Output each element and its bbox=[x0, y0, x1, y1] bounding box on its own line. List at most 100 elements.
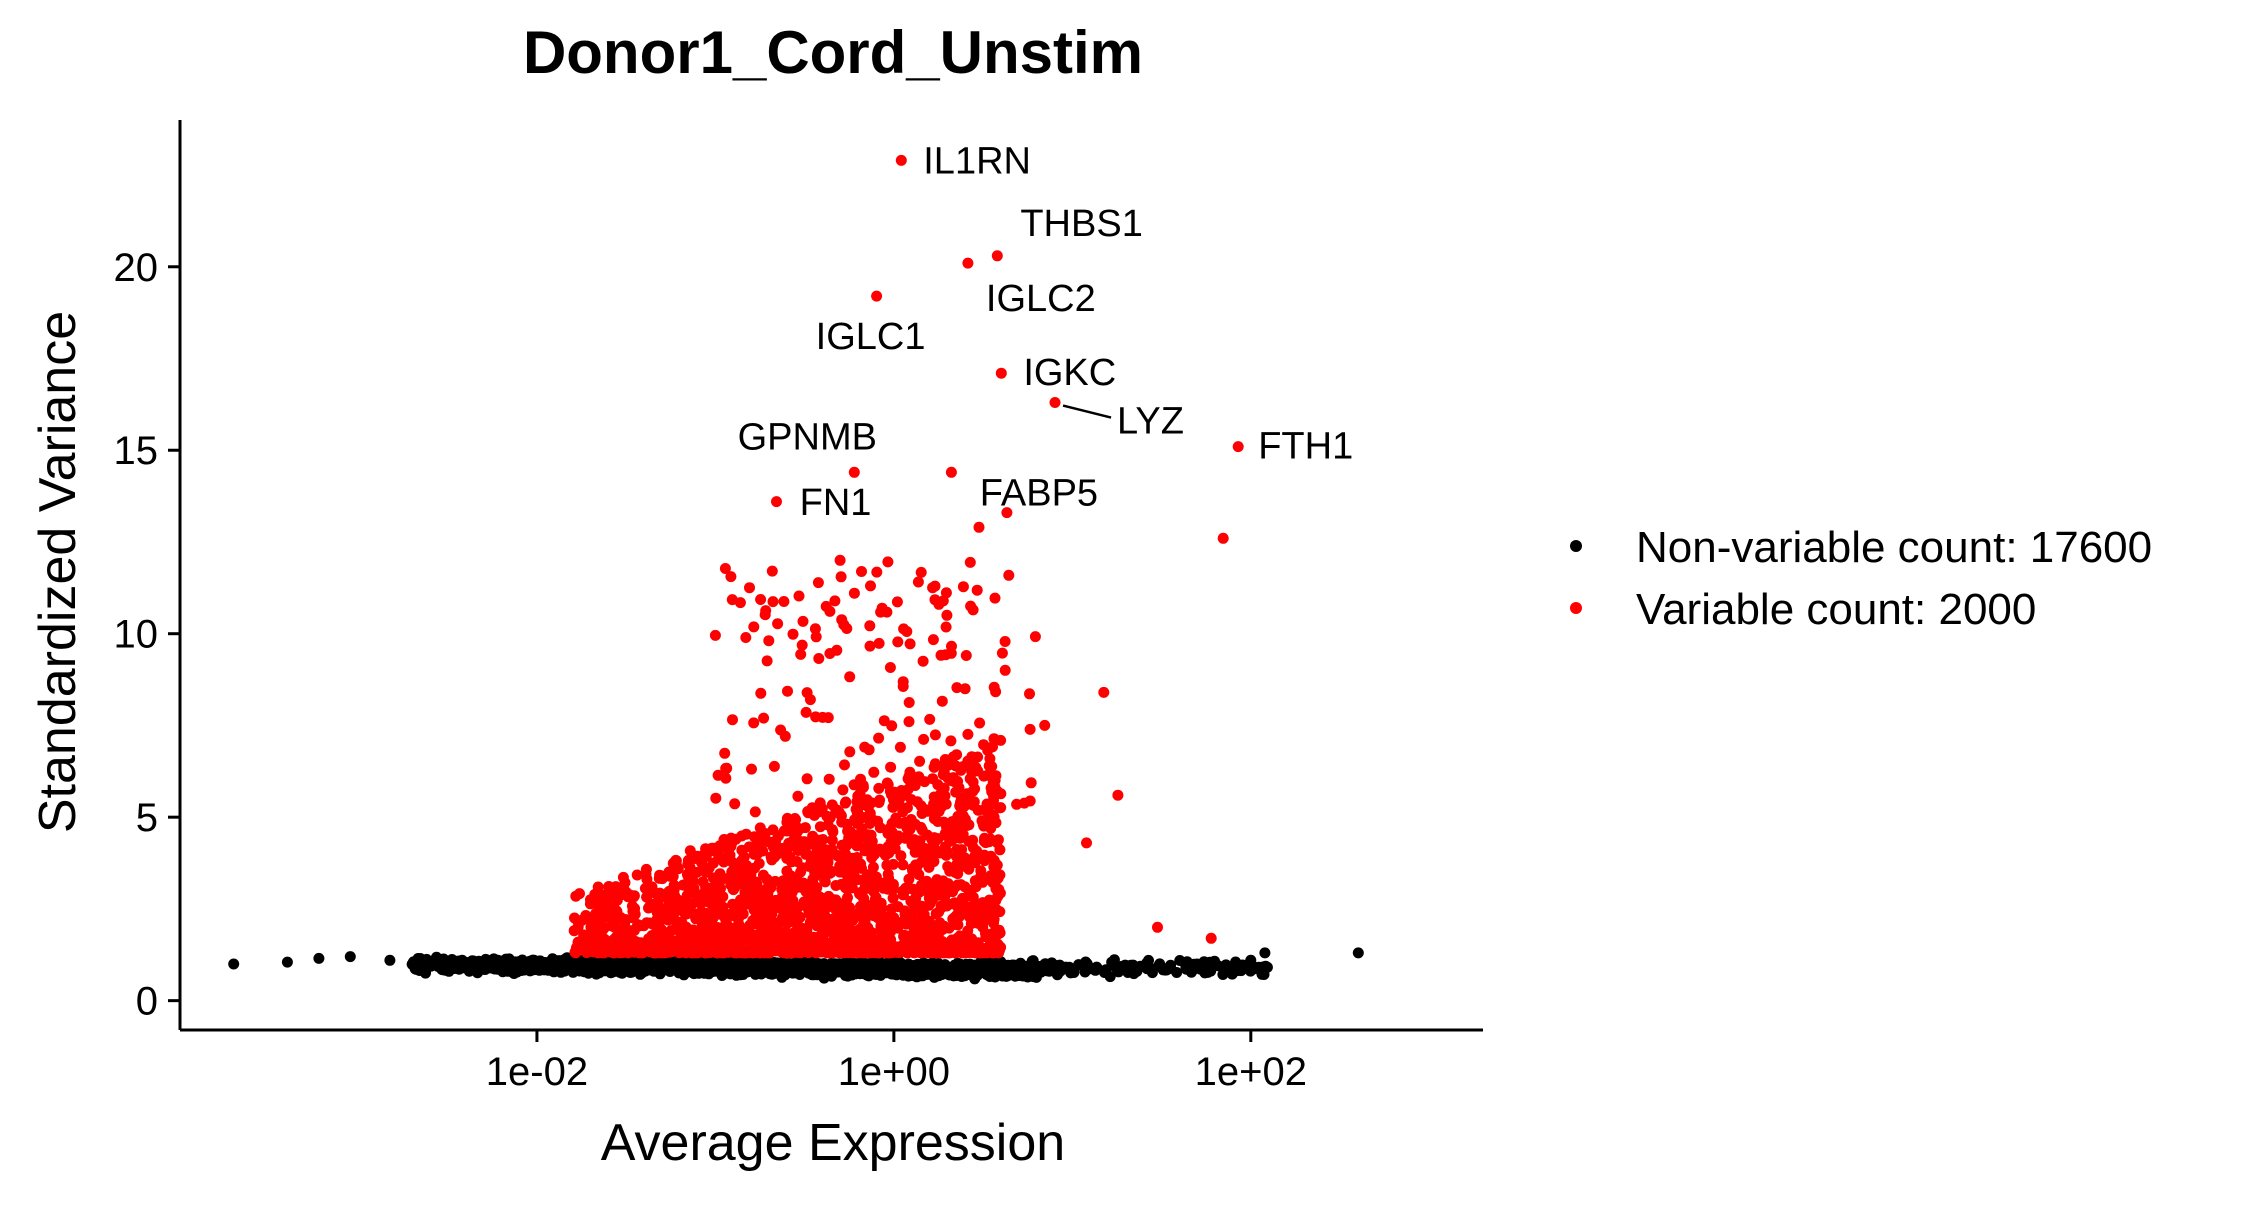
point-variable bbox=[931, 880, 943, 892]
point-variable bbox=[809, 623, 821, 635]
point-variable bbox=[848, 466, 860, 478]
point-nonvariable bbox=[824, 967, 835, 979]
point-variable bbox=[887, 794, 899, 806]
point-variable bbox=[844, 671, 856, 683]
point-variable bbox=[968, 799, 979, 811]
point-variable bbox=[727, 714, 738, 726]
point-variable bbox=[1003, 569, 1015, 581]
point-nonvariable bbox=[812, 959, 824, 971]
point-variable bbox=[947, 913, 959, 925]
point-variable bbox=[921, 946, 933, 958]
point-variable bbox=[726, 594, 738, 606]
point-variable bbox=[913, 771, 925, 783]
point-variable bbox=[823, 773, 835, 785]
point-variable bbox=[884, 947, 896, 959]
point-variable bbox=[743, 841, 755, 853]
point-variable bbox=[926, 937, 938, 949]
point-nonvariable bbox=[1154, 958, 1166, 970]
point-variable bbox=[1024, 795, 1036, 807]
point-variable bbox=[906, 920, 918, 931]
point-variable bbox=[662, 901, 674, 913]
point-variable bbox=[930, 908, 942, 920]
point-variable bbox=[917, 912, 929, 924]
point-nonvariable bbox=[1015, 962, 1027, 973]
point-variable bbox=[644, 901, 656, 912]
point-variable bbox=[574, 888, 585, 900]
point-variable bbox=[951, 844, 963, 855]
point-variable bbox=[710, 881, 722, 893]
point-variable bbox=[978, 770, 990, 782]
point-variable bbox=[645, 886, 657, 898]
point-variable bbox=[1024, 688, 1035, 700]
point-variable bbox=[876, 902, 888, 914]
point-variable bbox=[720, 841, 732, 853]
point-nonvariable bbox=[912, 964, 924, 976]
point-variable bbox=[926, 926, 938, 938]
point-nonvariable bbox=[795, 964, 807, 975]
point-variable bbox=[999, 664, 1011, 676]
point-nonvariable bbox=[503, 960, 515, 972]
point-variable bbox=[976, 943, 988, 955]
point-variable bbox=[895, 850, 907, 862]
point-variable bbox=[999, 636, 1011, 647]
point-variable bbox=[993, 802, 1005, 814]
point-nonvariable bbox=[753, 959, 765, 971]
point-variable bbox=[881, 859, 893, 871]
point-variable bbox=[894, 741, 906, 753]
point-variable bbox=[726, 875, 738, 887]
point-variable bbox=[873, 637, 885, 649]
point-variable bbox=[709, 629, 721, 641]
point-variable bbox=[962, 257, 974, 269]
point-nonvariable bbox=[688, 964, 700, 976]
point-variable bbox=[695, 914, 707, 926]
point-variable bbox=[982, 812, 994, 824]
point-variable bbox=[813, 653, 825, 664]
point-nonvariable bbox=[786, 962, 798, 974]
point-variable bbox=[809, 838, 820, 850]
point-variable bbox=[901, 802, 913, 814]
point-nonvariable bbox=[1248, 963, 1259, 975]
point-variable bbox=[960, 900, 972, 912]
point-variable bbox=[796, 929, 808, 941]
point-variable bbox=[767, 928, 779, 940]
point-variable bbox=[911, 796, 923, 808]
point-variable bbox=[938, 782, 950, 794]
point-variable bbox=[924, 713, 936, 725]
gene-label: IGLC2 bbox=[986, 278, 1096, 320]
point-variable bbox=[987, 876, 999, 888]
point-variable bbox=[868, 766, 880, 778]
point-variable bbox=[912, 576, 924, 588]
point-variable bbox=[710, 792, 722, 804]
point-variable bbox=[989, 592, 1001, 604]
y-tick-label: 10 bbox=[114, 613, 159, 657]
point-nonvariable bbox=[531, 960, 543, 972]
point-variable bbox=[964, 773, 976, 785]
point-variable bbox=[941, 824, 953, 836]
point-variable bbox=[786, 886, 798, 898]
point-variable bbox=[947, 886, 959, 898]
point-variable bbox=[941, 845, 953, 857]
point-variable bbox=[918, 733, 930, 745]
point-variable bbox=[582, 913, 594, 925]
point-variable bbox=[728, 927, 740, 939]
point-nonvariable bbox=[1180, 961, 1192, 973]
point-variable bbox=[975, 865, 987, 877]
point-variable bbox=[787, 927, 799, 939]
legend-label: Variable count: 2000 bbox=[1636, 585, 2036, 634]
plot-area bbox=[228, 154, 1364, 985]
point-variable bbox=[748, 717, 760, 729]
point-variable bbox=[832, 919, 844, 931]
point-variable bbox=[895, 154, 907, 166]
y-tick-label: 15 bbox=[114, 429, 159, 473]
point-variable bbox=[812, 577, 824, 589]
point-nonvariable bbox=[764, 960, 776, 972]
point-variable bbox=[851, 796, 863, 808]
x-axis-title: Average Expression bbox=[601, 1114, 1065, 1172]
point-variable bbox=[1039, 719, 1051, 731]
point-variable bbox=[793, 590, 805, 602]
point-variable bbox=[654, 872, 666, 884]
gene-label: IL1RN bbox=[923, 140, 1031, 182]
point-variable bbox=[755, 845, 767, 856]
point-variable bbox=[928, 761, 940, 773]
point-nonvariable bbox=[1080, 958, 1091, 970]
